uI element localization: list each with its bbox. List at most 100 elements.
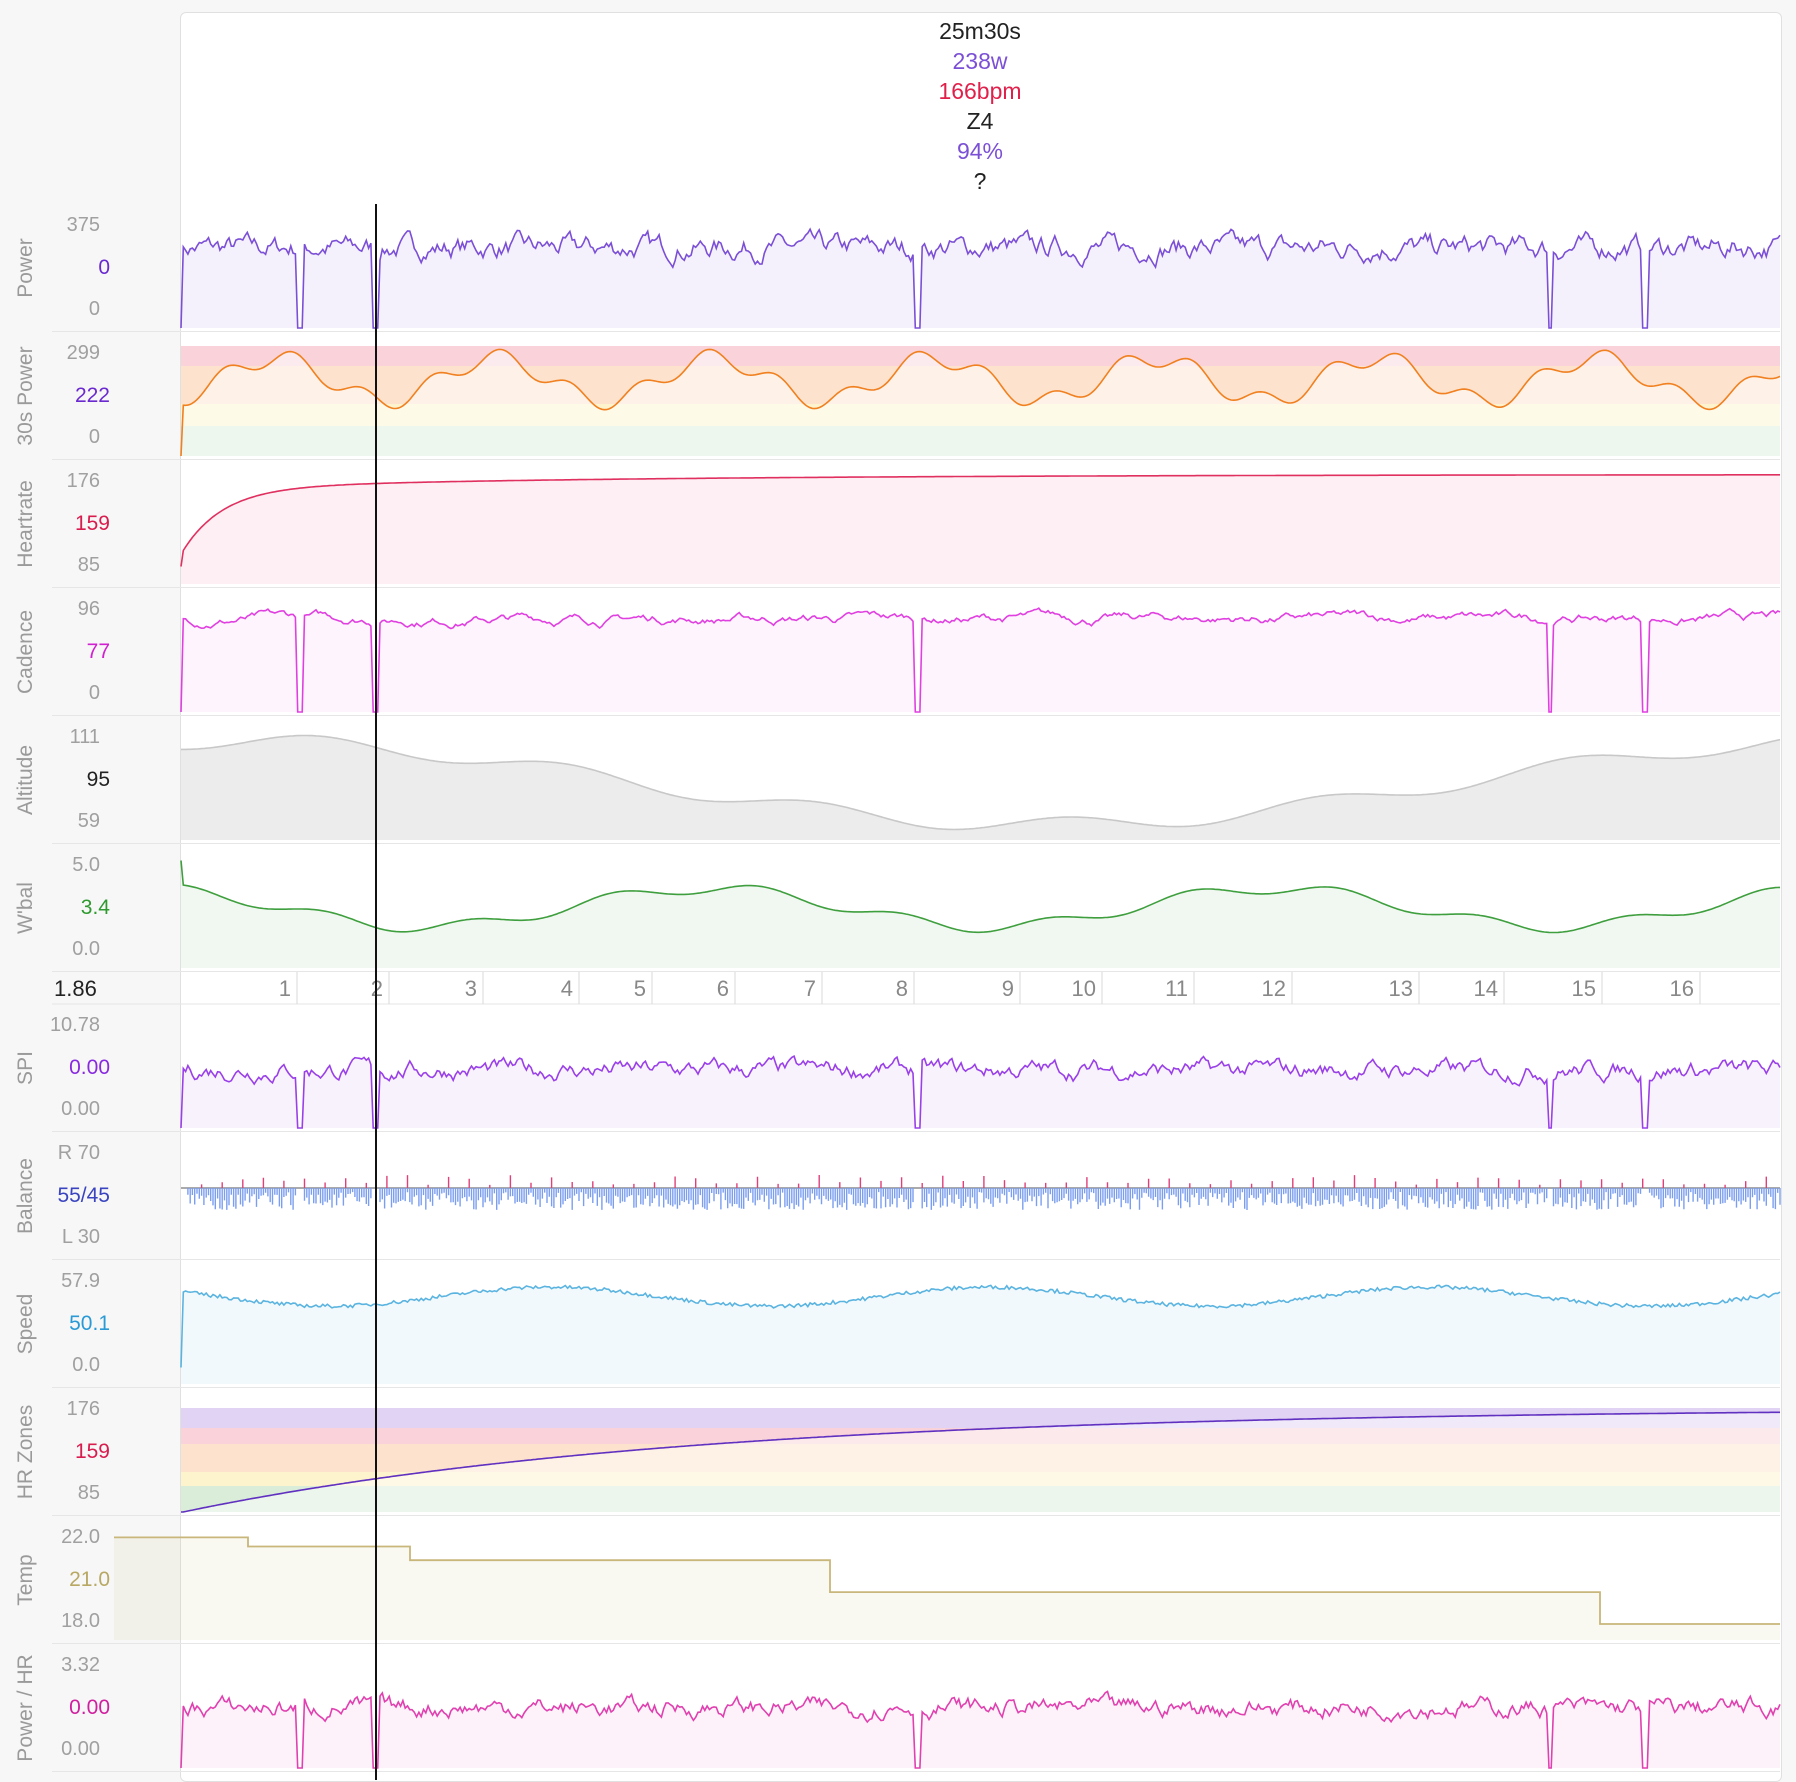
panel-separator [52, 331, 1780, 332]
lap-number[interactable]: 10 [1071, 976, 1096, 1001]
cursor-line[interactable] [375, 204, 377, 1780]
axis-max-altitude: 111 [69, 726, 100, 748]
panel-separator [52, 1515, 1780, 1516]
panel-name-heartrate: Heartrate [14, 480, 37, 568]
wbal-series-line [180, 860, 1781, 934]
wbal-series-fill [181, 860, 1780, 968]
panel-separator [52, 715, 1780, 716]
axis-current-temp: 21.0 [69, 1568, 110, 1591]
heartrate-series-line [180, 474, 1780, 567]
balance-right-bars [200, 1175, 1767, 1188]
lap-number[interactable]: 12 [1261, 976, 1286, 1001]
altitude-series-line [181, 734, 1781, 831]
hr-zones-line [180, 1411, 1780, 1513]
panel-name-cadence: Cadence [14, 609, 37, 695]
axis-scale-column [114, 0, 180, 1780]
axis-max-cadence: 96 [77, 598, 100, 620]
panel-name-speed: Speed [14, 1293, 37, 1355]
axis-current-hrzones: 159 [74, 1440, 110, 1463]
panel-name-power: Power [14, 238, 37, 298]
temp-line [114, 1536, 1780, 1625]
axis-min-balance: L 30 [61, 1226, 100, 1248]
panel-separator [52, 587, 1780, 588]
lap-number[interactable]: 3 [464, 976, 477, 1001]
power-series-fill [181, 229, 1780, 328]
left-panel-label-column [0, 0, 115, 1780]
panel-separator [52, 971, 1780, 972]
axis-min-altitude: 59 [77, 810, 100, 832]
axis-max-spi: 10.78 [49, 1014, 100, 1036]
axis-current-heartrate: 159 [74, 512, 110, 535]
axis-current-power30: 222 [74, 384, 110, 407]
panel-name-spi: SPI [14, 1051, 37, 1085]
axis-current-spi: 0.00 [69, 1056, 110, 1079]
speed-series-line [180, 1284, 1781, 1368]
cursor-readout: 25m30s 238w 166bpm Z4 94% ? [180, 16, 1780, 206]
panel-separator [52, 1259, 1780, 1260]
axis-current-cadence: 77 [86, 640, 110, 663]
lap-number[interactable]: 11 [1165, 976, 1188, 1001]
axis-min-power: 0 [88, 298, 100, 320]
lap-bar-label: 1.86 [54, 976, 97, 1001]
panel-separator [52, 1131, 1780, 1132]
axis-min-power30: 0 [88, 426, 100, 448]
axis-max-powerhr: 3.32 [61, 1654, 100, 1676]
axis-min-spi: 0.00 [61, 1098, 100, 1120]
axis-max-heartrate: 176 [66, 470, 100, 492]
duration-readout: 25m30s [939, 18, 1021, 44]
balance-left-bars [187, 1188, 1781, 1210]
lap-number[interactable]: 6 [716, 976, 729, 1001]
axis-current-wbal: 3.4 [80, 896, 110, 919]
lap-number[interactable]: 14 [1473, 976, 1498, 1001]
axis-min-wbal: 0.0 [72, 938, 100, 960]
axis-current-speed: 50.1 [69, 1312, 110, 1335]
cadence-series-fill [181, 608, 1780, 712]
axis-min-speed: 0.0 [72, 1354, 100, 1376]
axis-max-temp: 22.0 [61, 1526, 100, 1548]
axis-current-powerhr: 0.00 [69, 1696, 110, 1719]
lap-number[interactable]: 2 [355, 976, 383, 1002]
axis-min-cadence: 0 [88, 682, 100, 704]
axis-max-balance: R 70 [57, 1142, 100, 1164]
panel-name-balance: Balance [14, 1158, 37, 1234]
lap-number[interactable]: 1 [278, 976, 291, 1001]
lap-number[interactable]: 9 [1001, 976, 1014, 1001]
axis-current-balance: 55/45 [57, 1184, 110, 1207]
axis-max-power30: 299 [66, 342, 100, 364]
lap-number[interactable]: 13 [1388, 976, 1413, 1001]
lap-number[interactable]: 5 [633, 976, 646, 1001]
powerhr-series-line [180, 1690, 1781, 1769]
panel-name-wbal: W'bal [14, 882, 37, 934]
cadence-series-line [180, 607, 1781, 713]
panel-name-powerhr: Power / HR [14, 1654, 37, 1762]
panel-name-temp: Temp [14, 1554, 37, 1606]
lap-number[interactable]: 16 [1669, 976, 1694, 1001]
heartrate-series-fill [181, 474, 1780, 584]
unknown-readout: ? [973, 168, 987, 194]
spi-series-fill [181, 1056, 1780, 1128]
lap-number[interactable]: 4 [560, 976, 573, 1001]
axis-max-speed: 57.9 [61, 1270, 100, 1292]
panel-separator [52, 1643, 1780, 1644]
powerhr-series-fill [181, 1691, 1780, 1768]
zone-readout: Z4 [966, 108, 994, 134]
panel-separator [52, 1387, 1780, 1388]
heartrate-readout: 166bpm [938, 78, 1022, 104]
temp-fill [114, 1537, 1780, 1640]
axis-min-heartrate: 85 [77, 554, 100, 576]
percent-readout: 94% [956, 138, 1004, 164]
panel-separator [52, 1771, 1780, 1772]
axis-min-temp: 18.0 [61, 1610, 100, 1632]
lap-number[interactable]: 8 [895, 976, 908, 1001]
lap-number[interactable]: 15 [1571, 976, 1596, 1001]
power30-mask [181, 349, 1780, 456]
axis-min-powerhr: 0.00 [61, 1738, 100, 1760]
axis-max-hrzones: 176 [66, 1398, 100, 1420]
spi-series-line [180, 1055, 1781, 1129]
panel-name-altitude: Altitude [14, 744, 37, 816]
axis-max-wbal: 5.0 [72, 854, 100, 876]
power-zone-band [181, 346, 1780, 366]
lap-number[interactable]: 7 [803, 976, 816, 1001]
panel-name-hrzones: HR Zones [14, 1404, 37, 1500]
